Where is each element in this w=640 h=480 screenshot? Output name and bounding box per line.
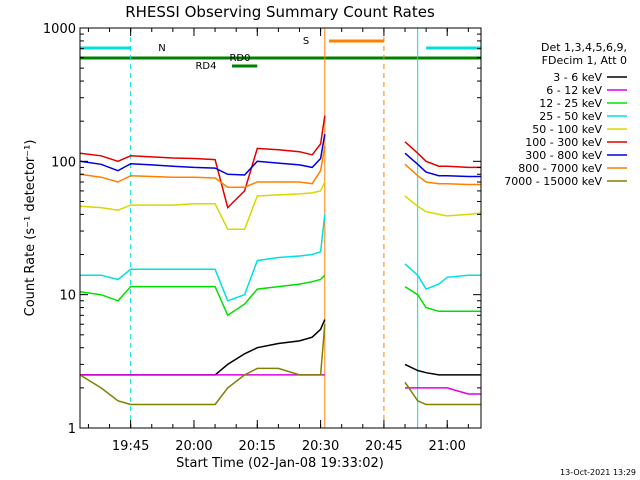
- x-tick-label-4: 20:45: [365, 439, 402, 454]
- y-axis-label: Count Rate (s⁻¹ detector⁻¹): [23, 140, 38, 317]
- y-tick-label-1: 10: [59, 289, 76, 304]
- legend-label-1: 6 - 12 keV: [546, 84, 602, 97]
- flag-bars: N RD0 RD4 S: [80, 36, 481, 72]
- chart-title: RHESSI Observing Summary Count Rates: [125, 3, 435, 21]
- x-tick-label-1: 20:00: [175, 439, 212, 454]
- legend-header-detectors: Det 1,3,4,5,6,9,: [541, 41, 627, 54]
- flag-label-n: N: [158, 43, 165, 54]
- y-tick-label-3: 1000: [43, 22, 76, 37]
- series-line-0: [80, 319, 481, 376]
- series-line-3: [80, 214, 481, 302]
- flag-label-s: S: [303, 36, 309, 47]
- legend-label-2: 12 - 25 keV: [539, 97, 602, 110]
- legend-label-7: 800 - 7000 keV: [518, 162, 602, 175]
- x-axis-label: Start Time (02-Jan-08 19:33:02): [176, 456, 384, 471]
- series-lines: [79, 115, 482, 406]
- flag-label-rd0: RD0: [229, 53, 250, 64]
- vertical-markers: [79, 28, 482, 428]
- x-tick-label-5: 21:00: [428, 439, 465, 454]
- flag-label-rd4: RD4: [195, 61, 216, 72]
- x-tick-label-3: 20:30: [302, 439, 339, 454]
- legend-label-6: 300 - 800 keV: [525, 149, 602, 162]
- series-line-2: [79, 274, 481, 317]
- series-line-6: [79, 133, 481, 178]
- series-line-7: [79, 145, 481, 188]
- x-tick-label-0: 19:45: [112, 439, 149, 454]
- legend-label-3: 25 - 50 keV: [539, 110, 602, 123]
- axis-ticks: 19:45 20:00 20:15 20:30 20:45 21:00 1 10 100 1000: [43, 22, 481, 454]
- series-line-1: [80, 374, 481, 395]
- y-tick-label-0: 1: [68, 422, 76, 437]
- legend: Det 1,3,4,5,6,9, FDecim 1, Att 0 3 - 6 k…: [504, 41, 627, 188]
- legend-label-4: 50 - 100 keV: [532, 123, 602, 136]
- legend-label-5: 100 - 300 keV: [525, 136, 602, 149]
- timestamp-footer: 13-Oct-2021 13:29: [560, 468, 636, 477]
- y-tick-label-2: 100: [51, 155, 76, 170]
- series-line-4: [79, 181, 482, 230]
- legend-label-0: 3 - 6 keV: [553, 71, 602, 84]
- series-line-5: [79, 115, 481, 210]
- plot-frame: [79, 27, 482, 429]
- legend-header-decimation: FDecim 1, Att 0: [542, 54, 627, 67]
- x-tick-label-2: 20:15: [239, 439, 276, 454]
- series-line-8: [79, 324, 481, 406]
- legend-label-8: 7000 - 15000 keV: [504, 175, 602, 188]
